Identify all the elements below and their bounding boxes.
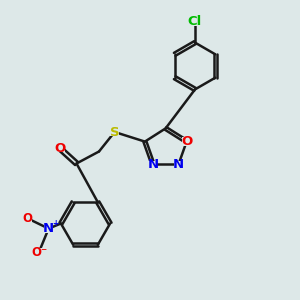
Bar	[44, 225, 53, 232]
Text: N: N	[43, 222, 54, 235]
Text: +: +	[52, 219, 58, 228]
Bar	[174, 160, 183, 168]
Bar	[148, 160, 158, 168]
Text: O: O	[54, 142, 66, 155]
Text: N: N	[147, 158, 159, 171]
Bar	[33, 248, 45, 256]
Bar	[110, 128, 119, 136]
Text: S: S	[110, 125, 119, 139]
Text: Cl: Cl	[188, 15, 202, 28]
Text: O⁻: O⁻	[31, 245, 47, 259]
Text: O: O	[22, 212, 33, 225]
Text: N: N	[173, 158, 184, 171]
Text: O: O	[181, 135, 192, 148]
Bar	[189, 17, 201, 26]
Bar	[23, 214, 32, 222]
Bar	[56, 145, 64, 152]
Bar	[182, 137, 191, 146]
